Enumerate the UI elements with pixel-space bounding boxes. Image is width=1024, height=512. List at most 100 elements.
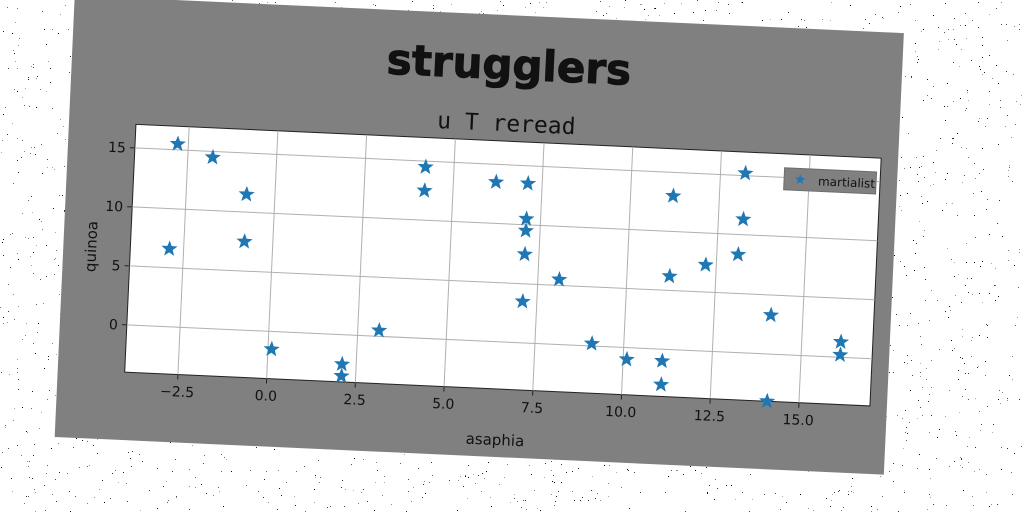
noise-speck — [808, 471, 809, 472]
data-point-star — [518, 210, 535, 227]
noise-speck — [41, 221, 42, 222]
legend-box — [783, 167, 878, 195]
noise-speck — [52, 108, 53, 109]
noise-speck — [999, 200, 1000, 201]
noise-speck — [982, 74, 983, 75]
noise-speck — [942, 210, 943, 211]
noise-speck — [933, 15, 934, 16]
noise-speck — [14, 408, 15, 409]
noise-speck — [28, 200, 29, 201]
noise-speck — [277, 509, 278, 510]
noise-speck — [989, 55, 990, 56]
noise-speck — [966, 148, 967, 149]
noise-speck — [962, 182, 963, 183]
noise-speck — [979, 173, 980, 174]
noise-speck — [31, 196, 32, 197]
noise-speck — [28, 466, 29, 467]
chart-subtitle: u T reread — [437, 108, 577, 140]
noise-speck — [800, 494, 801, 495]
noise-speck — [930, 478, 931, 479]
noise-speck — [830, 20, 831, 21]
noise-speck — [408, 491, 409, 492]
noise-speck — [937, 437, 938, 438]
noise-speck — [965, 373, 966, 374]
legend: martialist — [783, 167, 878, 195]
noise-speck — [986, 324, 987, 325]
noise-speck — [31, 408, 32, 409]
noise-speck — [929, 320, 930, 321]
noise-speck — [554, 482, 555, 483]
noise-speck — [363, 489, 364, 490]
noise-speck — [955, 295, 956, 296]
noise-speck — [930, 185, 931, 186]
noise-speck — [424, 481, 425, 482]
noise-speck — [102, 480, 103, 481]
noise-speck — [986, 474, 987, 475]
noise-speck — [226, 459, 227, 460]
noise-speck — [983, 169, 984, 170]
noise-speck — [597, 493, 598, 494]
noise-speck — [30, 256, 31, 257]
noise-speck — [1019, 29, 1020, 30]
noise-speck — [697, 0, 698, 1]
noise-speck — [36, 304, 37, 305]
noise-speck — [1008, 260, 1009, 261]
noise-speck — [76, 438, 77, 439]
noise-speck — [972, 337, 973, 338]
noise-speck — [906, 275, 907, 276]
noise-speck — [87, 466, 88, 467]
noise-speck — [958, 370, 959, 371]
noise-speck — [425, 493, 426, 494]
noise-speck — [904, 362, 905, 363]
noise-speck — [10, 267, 11, 268]
noise-speck — [65, 139, 66, 140]
noise-speck — [906, 440, 907, 441]
noise-speck — [139, 454, 140, 455]
noise-speck — [955, 431, 956, 432]
noise-speck — [728, 4, 729, 5]
noise-speck — [1002, 392, 1003, 393]
noise-speck — [588, 500, 589, 501]
noise-speck — [37, 76, 38, 77]
noise-speck — [982, 302, 983, 303]
noise-speck — [715, 479, 716, 480]
plot-area — [124, 123, 882, 407]
noise-speck — [978, 121, 979, 122]
data-point-star — [204, 148, 221, 165]
noise-speck — [690, 466, 691, 467]
noise-speck — [166, 481, 167, 482]
noise-speck — [9, 374, 10, 375]
noise-speck — [886, 416, 887, 417]
noise-speck — [163, 486, 164, 487]
noise-speck — [900, 195, 901, 196]
noise-speck — [965, 285, 966, 286]
noise-speck — [1019, 24, 1020, 25]
noise-speck — [621, 487, 622, 488]
noise-speck — [1020, 104, 1021, 105]
noise-speck — [978, 366, 979, 367]
noise-speck — [869, 23, 870, 24]
noise-speck — [46, 473, 47, 474]
noise-speck — [961, 459, 962, 460]
noise-speck — [93, 445, 94, 446]
noise-speck — [948, 317, 949, 318]
noise-speck — [939, 349, 940, 350]
noise-speck — [377, 470, 378, 471]
noise-speck — [497, 10, 498, 11]
noise-speck — [561, 464, 562, 465]
noise-speck — [975, 237, 976, 238]
noise-speck — [87, 503, 88, 504]
x-tick-label: 2.5 — [343, 392, 366, 409]
noise-speck — [998, 83, 999, 84]
noise-speck — [925, 279, 926, 280]
noise-speck — [770, 19, 771, 20]
noise-speck — [1018, 287, 1019, 288]
noise-speck — [907, 363, 908, 364]
noise-speck — [898, 12, 899, 13]
noise-speck — [24, 503, 25, 504]
noise-speck — [1, 467, 2, 468]
noise-speck — [978, 2, 979, 3]
noise-speck — [17, 68, 18, 69]
y-axis-ticks: 0 5 10 15 — [105, 140, 135, 333]
noise-speck — [995, 300, 996, 301]
